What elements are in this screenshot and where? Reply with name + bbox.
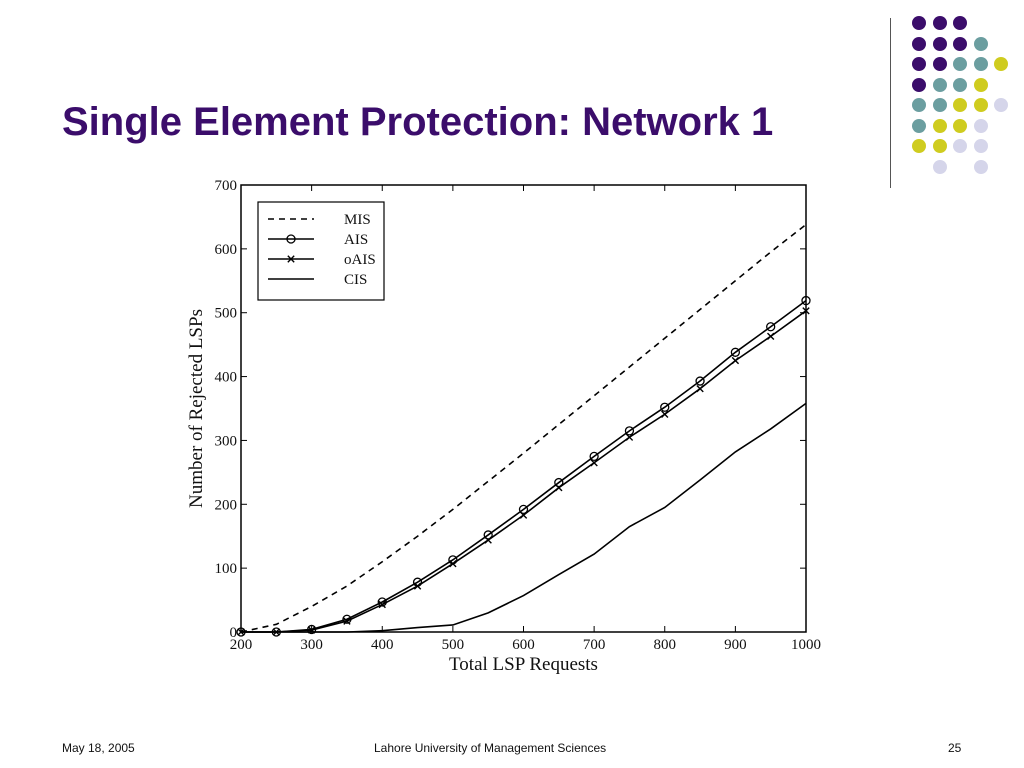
decorative-dot [932,77,947,92]
data-point-oais [731,356,740,365]
footer-page-number: 25 [948,741,962,755]
y-tick-label: 200 [215,497,238,513]
decorative-dot [932,118,947,133]
data-point-oais [519,511,528,519]
data-point-oais [378,600,386,609]
line-chart: 200 300 400 500 600 700 800 900 1000 0 100 200 300 40… [186,178,821,675]
data-point-oais [413,582,422,590]
chart-container: 200 300 400 500 600 700 800 900 1000 0 100 200 300 40… [180,172,840,682]
data-point-ais [801,295,811,306]
decorative-dot [953,36,967,51]
decorative-dot [973,36,988,51]
legend-label-cis: CIS [344,272,367,288]
x-tick-label: 500 [442,637,465,653]
decorative-dot [973,98,988,112]
decorative-dot [912,139,926,153]
legend-label-oais: oAIS [344,252,376,268]
decorative-dot [953,57,967,71]
y-tick-label: 300 [215,433,238,449]
x-tick-label: 400 [371,637,394,653]
y-tick-label: 700 [215,178,238,194]
y-tick-label: 500 [215,306,238,322]
data-point-oais [484,536,492,544]
x-tick-label: 900 [724,637,747,653]
data-point-oais [802,307,810,315]
data-point-ais [483,530,493,540]
x-tick-label: 800 [654,637,677,653]
decorative-dot [953,118,967,133]
x-axis-title: Total LSP Requests [449,654,598,675]
footer-organization: Lahore University of Management Sciences [374,741,607,755]
series-line-oais [241,310,807,633]
decorative-dot [932,57,947,71]
series-line-ais [241,299,807,633]
decorative-dot [953,77,967,92]
decorative-dot [994,57,1008,71]
data-point-ais [554,477,564,488]
data-point-ais [624,426,635,436]
footer-date: May 18, 2005 [62,741,135,755]
decorative-dot [973,139,988,153]
legend-label-ais: AIS [344,232,368,248]
decorative-dot [932,159,947,174]
decorative-dot [932,36,947,51]
series-line-mis [240,223,807,633]
decorative-dot [912,118,926,133]
divider-line [890,18,891,188]
decorative-dot [912,36,926,51]
x-tick-label: 1000 [791,637,821,653]
data-point-oais [449,559,457,568]
y-tick-label: 100 [215,561,238,577]
decorative-dot [932,139,947,153]
legend-marker-oais [287,255,295,263]
decorative-dot [912,16,926,30]
decorative-dot [932,16,947,30]
data-point-oais [555,483,563,492]
data-point-oais [696,385,704,393]
decorative-dot [953,98,967,112]
data-point-oais [661,410,669,418]
decorative-dot [932,98,947,112]
x-tick-label: 600 [512,637,535,653]
data-point-ais [695,376,705,386]
x-tick-label: 700 [583,637,606,653]
decorative-dot [973,77,988,92]
data-point-ais [589,451,599,462]
data-point-ais [518,504,529,515]
slide-title: Single Element Protection: Network 1 [62,100,774,144]
decorative-dot [994,98,1008,112]
data-point-ais [660,402,670,412]
data-point-oais [625,433,634,441]
data-point-oais [343,617,351,625]
data-point-oais [590,459,598,467]
y-axis-title: Number of Rejected LSPs [186,309,207,508]
decorative-dot [973,159,988,174]
legend-label-mis: MIS [344,212,371,228]
x-tick-label: 300 [300,637,323,653]
data-point-ais [766,322,776,332]
data-point-ais [730,347,741,357]
decorative-dot [912,98,926,112]
y-tick-label: 0 [230,625,238,641]
x-tick-label: 200 [230,637,253,653]
legend-marker-ais [286,234,296,244]
decorative-dot [912,77,926,92]
decorative-dot [953,16,967,30]
decorative-dot [973,118,988,133]
y-tick-label: 400 [215,370,238,386]
data-point-oais [766,332,775,341]
y-tick-label: 600 [215,242,238,258]
decorative-dot [973,57,988,71]
decorative-dot [953,139,967,153]
series-line-cis [241,402,807,633]
decorative-dot [912,57,926,71]
